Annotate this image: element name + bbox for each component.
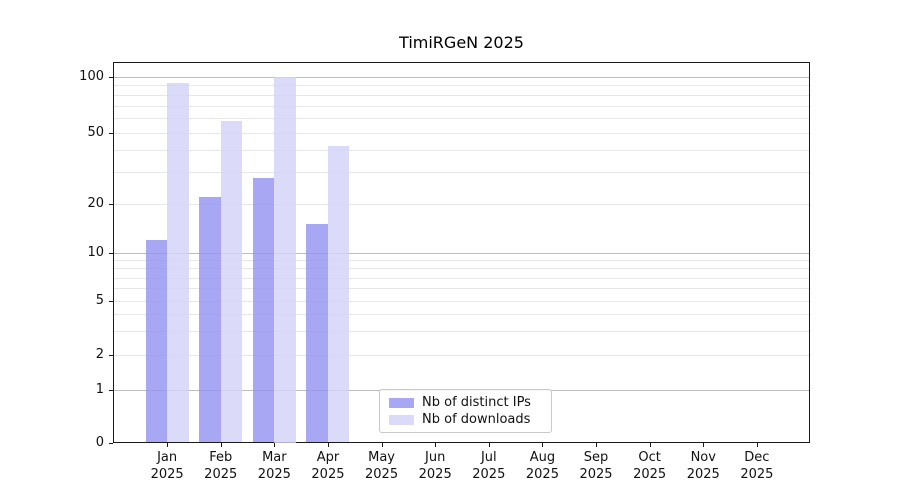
plot-area <box>113 62 810 443</box>
legend: Nb of distinct IPs Nb of downloads <box>379 389 552 433</box>
minor-gridline <box>114 132 809 134</box>
legend-label-downloads: Nb of downloads <box>422 412 531 427</box>
legend-swatch-distinct-ips-icon <box>389 397 414 408</box>
minor-gridline <box>114 105 809 107</box>
minor-gridline <box>114 94 809 96</box>
bar-distinct-ips-mar <box>252 177 275 443</box>
x-axis-tick <box>435 443 437 447</box>
x-axis-tick <box>649 443 651 447</box>
legend-item-distinct-ips: Nb of distinct IPs <box>389 395 542 410</box>
y-axis-tick-label: 50 <box>87 124 104 140</box>
x-axis-tick-label: Dec 2025 <box>740 450 774 482</box>
y-axis-tick-label: 5 <box>95 293 104 308</box>
minor-gridline <box>114 277 809 279</box>
minor-gridline <box>114 260 809 262</box>
y-axis-tick <box>109 204 113 205</box>
minor-gridline <box>114 288 809 290</box>
bar-distinct-ips-jan <box>145 240 168 443</box>
y-axis-tick-label: 10 <box>87 245 104 260</box>
x-axis-tick <box>381 443 383 447</box>
x-axis-tick-label: Jul 2025 <box>472 450 506 482</box>
minor-gridline <box>114 117 809 119</box>
minor-gridline <box>114 301 809 302</box>
minor-gridline <box>114 268 809 270</box>
x-axis-tick-label: Aug 2025 <box>525 450 559 482</box>
x-axis-tick <box>756 443 758 447</box>
x-axis-tick <box>542 443 544 447</box>
x-axis-tick <box>167 443 169 447</box>
y-axis-tick <box>109 253 113 254</box>
minor-gridline <box>114 355 809 356</box>
bar-downloads-apr <box>327 146 350 443</box>
chart-title: TimiRGeN 2025 <box>399 33 524 52</box>
x-axis-tick-label: May 2025 <box>365 450 399 482</box>
y-axis-tick <box>109 132 113 134</box>
bar-downloads-jan <box>167 82 189 443</box>
bar-distinct-ips-feb <box>199 196 221 443</box>
bar-downloads-mar <box>274 77 296 443</box>
y-axis-tick-label: 1 <box>95 381 104 397</box>
y-axis-tick <box>109 77 113 78</box>
x-axis-tick-label: Jan 2025 <box>150 450 184 482</box>
x-axis-tick-label: Oct 2025 <box>633 450 667 482</box>
y-axis-tick-label: 0 <box>95 434 104 450</box>
y-axis-tick <box>109 355 113 356</box>
y-axis-tick <box>109 301 113 302</box>
x-axis-tick <box>220 443 222 447</box>
legend-label-distinct-ips: Nb of distinct IPs <box>422 395 531 410</box>
y-axis-tick <box>109 442 113 444</box>
y-axis-tick-label: 2 <box>95 347 104 362</box>
bar-downloads-feb <box>220 120 243 443</box>
x-axis-tick <box>327 443 329 447</box>
legend-item-downloads: Nb of downloads <box>389 412 542 427</box>
major-gridline <box>114 77 809 78</box>
minor-gridline <box>114 172 809 174</box>
x-axis-tick-label: Sep 2025 <box>579 450 613 482</box>
y-axis-tick <box>109 389 113 391</box>
bar-distinct-ips-apr <box>306 224 328 443</box>
x-axis-tick <box>703 443 705 447</box>
legend-swatch-downloads-icon <box>389 414 414 425</box>
minor-gridline <box>114 331 809 333</box>
x-axis-tick-label: Mar 2025 <box>257 450 291 482</box>
y-axis-tick-label: 20 <box>87 196 104 211</box>
minor-gridline <box>114 85 809 87</box>
x-axis-tick-label: Jun 2025 <box>418 450 452 482</box>
major-gridline <box>114 253 809 254</box>
x-axis-tick <box>274 443 276 447</box>
x-axis-tick <box>596 443 598 447</box>
y-axis-tick-label: 100 <box>79 69 104 84</box>
minor-gridline <box>114 204 809 205</box>
x-axis-tick <box>488 443 490 447</box>
x-axis-tick-label: Apr 2025 <box>311 450 345 482</box>
x-axis-tick-label: Feb 2025 <box>204 450 238 482</box>
minor-gridline <box>114 149 809 151</box>
minor-gridline <box>114 314 809 316</box>
x-axis-tick-label: Nov 2025 <box>686 450 720 482</box>
